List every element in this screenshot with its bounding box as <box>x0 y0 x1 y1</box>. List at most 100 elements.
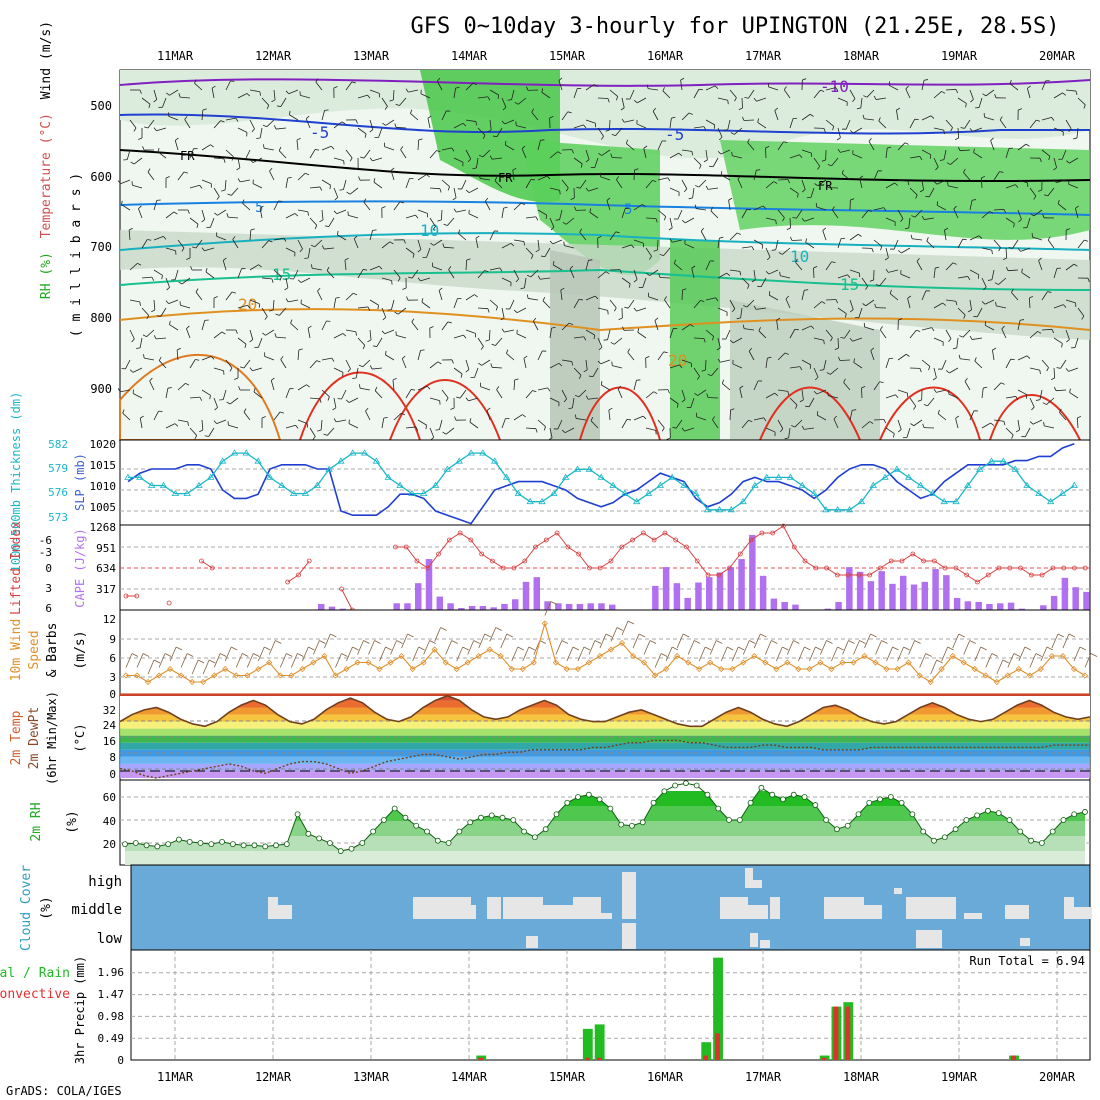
wind-barb <box>411 269 419 279</box>
wind-barb <box>681 112 690 121</box>
wind-barb <box>530 178 536 181</box>
date-label: 16MAR <box>647 1070 684 1084</box>
wind-barb <box>266 105 270 110</box>
wind-barb <box>499 267 503 272</box>
thickness-point <box>349 449 357 456</box>
wind-barb <box>390 640 397 655</box>
wind-barb <box>933 388 937 393</box>
wind-speed-point <box>850 659 857 666</box>
precip-panel: Run Total = 6.94 1.96 1.47 0.98 0.49 0 T… <box>0 949 1091 1067</box>
cloud-cell <box>487 897 501 919</box>
wind-barb <box>771 640 778 644</box>
wind-barb <box>222 260 227 271</box>
wind-barb <box>778 252 783 255</box>
wind-barb <box>852 153 863 159</box>
wind-barb <box>294 213 299 217</box>
wind-barb <box>741 420 749 429</box>
wind-barb <box>1047 291 1052 293</box>
wind-barb <box>984 324 995 331</box>
wind-barb <box>827 391 829 396</box>
wind-barb <box>222 389 227 400</box>
wind-barb <box>181 277 191 285</box>
wind-barb <box>985 89 995 97</box>
wind-barb <box>572 397 575 408</box>
wind-barb <box>684 427 695 432</box>
wind-barb <box>984 299 995 305</box>
wind-barb <box>864 633 871 649</box>
wind-barb <box>618 317 623 320</box>
wind-barb <box>594 84 598 88</box>
wind-barb <box>897 209 904 219</box>
wind-barb <box>168 116 179 121</box>
wind-barb <box>628 283 631 288</box>
wind-barb <box>147 171 155 181</box>
wind-barb <box>139 89 142 94</box>
cape-bar <box>900 575 907 610</box>
wind-barb <box>930 115 935 119</box>
wind-panel: 12 9 6 3 0 10m Wind Speed & Barbs (m/s) <box>9 601 1098 701</box>
wind-barb <box>953 208 959 219</box>
wind-barb <box>523 241 526 246</box>
wind-barb <box>931 327 935 332</box>
rh-point <box>963 817 970 823</box>
wind-barb <box>1030 213 1035 217</box>
wind-barb <box>319 186 323 191</box>
wind-speed-point <box>563 665 570 673</box>
wind-barb <box>308 646 315 651</box>
cape-bar <box>846 567 853 610</box>
wind-barb <box>412 253 415 258</box>
wind-barb <box>936 659 943 664</box>
wind-barb <box>149 380 155 391</box>
wind-barb <box>502 106 507 111</box>
wind-barb <box>853 640 860 655</box>
wind-barb <box>799 154 803 159</box>
wind-barb <box>147 168 151 173</box>
wind-barb <box>1053 179 1057 183</box>
wind-barb <box>185 382 190 386</box>
cloud-cell <box>824 897 864 919</box>
rh-point <box>348 845 355 852</box>
wind-barb <box>638 633 646 638</box>
wind-barb <box>801 113 811 121</box>
wind-barb <box>990 422 995 426</box>
wind-barb <box>245 149 251 160</box>
wind-barb <box>131 338 135 343</box>
wind-barb <box>147 239 152 241</box>
wind-barb <box>912 238 923 241</box>
y-tick-label: 900 <box>90 382 112 396</box>
wind-barb <box>813 337 824 341</box>
wind-barb <box>879 381 884 383</box>
wind-barb <box>727 100 729 105</box>
wind-barb <box>996 305 1007 309</box>
wind-barb <box>561 429 566 433</box>
wind-barb <box>395 126 407 129</box>
rh-point <box>283 841 290 848</box>
wind-barb <box>133 127 137 132</box>
wind-barb <box>685 217 695 224</box>
wind-barb <box>748 419 753 423</box>
wind-barb <box>580 163 583 168</box>
wind-barb <box>381 277 392 281</box>
wind-barb <box>1033 195 1037 200</box>
wind-barb <box>417 277 421 282</box>
wind-barb <box>973 152 983 159</box>
wind-barb <box>897 250 902 254</box>
wind-barb <box>146 329 155 337</box>
wind-barb <box>195 291 203 301</box>
wind-barb <box>157 151 167 159</box>
wind-barb <box>835 87 839 92</box>
wind-barb <box>1029 653 1037 668</box>
wind-barb <box>455 86 460 89</box>
wind-barb <box>272 299 275 310</box>
wind-barb <box>174 269 179 280</box>
wind-barb <box>269 309 274 312</box>
wind-barb <box>729 299 736 309</box>
wind-barb <box>935 266 940 269</box>
wind-barb <box>450 407 455 410</box>
wind-barb <box>129 263 138 271</box>
rh-point <box>1071 811 1078 818</box>
wind-speed-point <box>475 652 482 660</box>
wind-barb <box>991 250 993 255</box>
tick-rh: 20 <box>103 838 116 851</box>
wind-barb <box>885 427 895 434</box>
